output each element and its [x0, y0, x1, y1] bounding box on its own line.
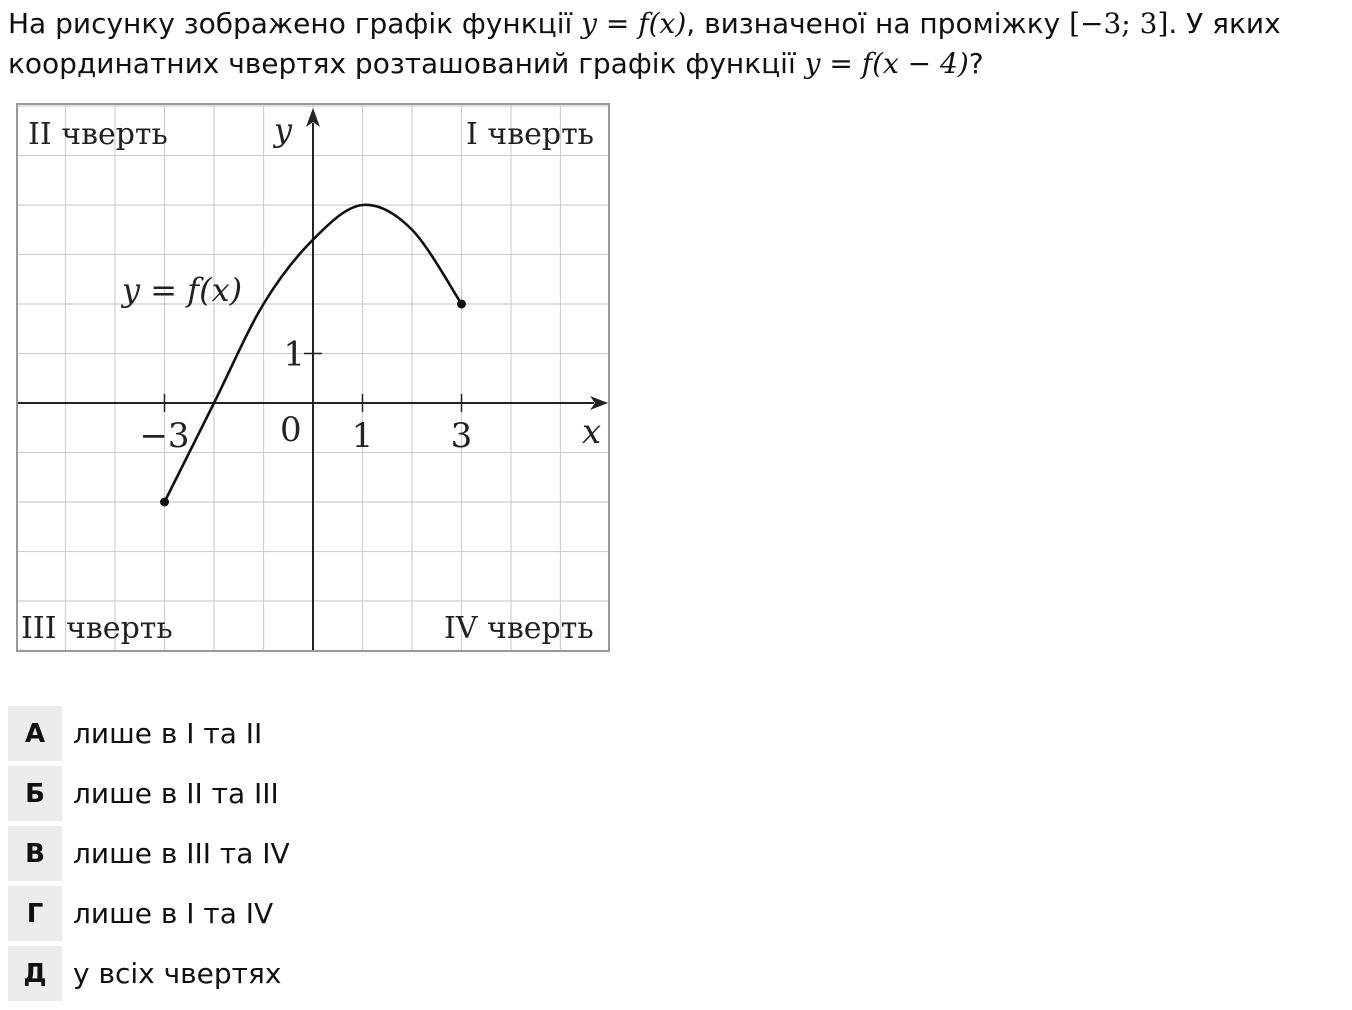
answer-text: лише в І та ІV — [73, 897, 274, 930]
x-tick-label: −3 — [139, 416, 189, 456]
function-graph-figure: II чверть I чверть III чверть IV чверть … — [16, 103, 610, 652]
figure-labels: II чверть I чверть III чверть IV чверть … — [21, 111, 601, 646]
axis-ticks — [163, 352, 463, 412]
formula-y-equals-f-x-minus-4: y = f(x − 4) — [804, 47, 969, 80]
figure-border — [16, 103, 610, 652]
curve-endpoint — [160, 497, 169, 507]
x-tick-label: 1 — [352, 416, 374, 456]
quadrant-4-label: IV чверть — [444, 611, 594, 646]
question-part-2: , визначеної на проміжку — [686, 7, 1070, 40]
answer-text: лише в ІІІ та ІV — [73, 837, 290, 870]
answer-option-a[interactable]: А лише в І та ІІ — [8, 706, 290, 761]
interval: [−3; 3] — [1069, 7, 1169, 40]
curve-endpoints — [160, 299, 466, 507]
formula-y-equals-f-x: y = f(x) — [581, 7, 687, 40]
answer-option-b[interactable]: Б лише в ІІ та ІІІ — [8, 766, 290, 821]
answer-text: у всіх чвертях — [73, 957, 282, 990]
answer-options: А лише в І та ІІ Б лише в ІІ та ІІІ В ли… — [8, 706, 290, 1006]
curve-endpoint — [457, 299, 466, 309]
answer-letter: В — [8, 826, 62, 881]
answer-text: лише в ІІ та ІІІ — [73, 777, 279, 810]
x-axis-arrow — [590, 396, 608, 410]
origin-label: 0 — [280, 410, 302, 450]
answer-text: лише в І та ІІ — [73, 717, 263, 750]
question-text: На рисунку зображено графік функції y = … — [8, 4, 1344, 84]
answer-letter: Б — [8, 766, 62, 821]
answer-letter: А — [8, 706, 62, 761]
answer-option-h[interactable]: Г лише в І та ІV — [8, 886, 290, 941]
function-curve — [163, 203, 463, 503]
quadrant-3-label: III чверть — [21, 611, 173, 646]
curve-label: y = f(x) — [120, 271, 242, 309]
answer-letter: Д — [8, 946, 62, 1001]
function-graph: II чверть I чверть III чверть IV чверть … — [16, 103, 610, 652]
tick-labels: −3 1 3 1 — [139, 335, 472, 457]
y-axis-label: y — [272, 111, 293, 149]
y-axis-arrow — [306, 108, 320, 127]
question-part-3: . У яких координатних чвертях розташован… — [8, 7, 1281, 80]
answer-letter: Г — [8, 886, 62, 941]
answer-option-d[interactable]: Д у всіх чвертях — [8, 946, 290, 1001]
x-tick-label: 3 — [451, 416, 473, 456]
x-axis-label: x — [582, 412, 601, 452]
quadrant-1-label: I чверть — [466, 117, 594, 152]
question-part-1: На рисунку зображено графік функції — [8, 7, 582, 40]
quadrant-2-label: II чверть — [28, 117, 168, 152]
answer-option-v[interactable]: В лише в ІІІ та ІV — [8, 826, 290, 881]
y-tick-label: 1 — [283, 335, 305, 375]
question-part-4: ? — [968, 47, 984, 80]
